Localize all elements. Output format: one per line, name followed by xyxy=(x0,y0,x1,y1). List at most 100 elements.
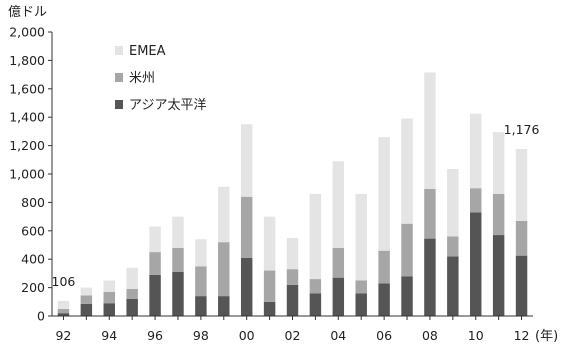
bar-segment xyxy=(149,226,161,253)
data-label: 1,176 xyxy=(504,122,540,137)
y-tick-label: 1,600 xyxy=(9,81,45,96)
bar-segment xyxy=(80,295,93,304)
bar-segment xyxy=(126,267,138,290)
legend-label: アジア太平洋 xyxy=(129,98,206,113)
y-tick-label: 1,400 xyxy=(9,110,45,125)
bars xyxy=(57,72,528,316)
data-label: 106 xyxy=(52,274,76,289)
bar-segment xyxy=(447,169,459,237)
bar-segment xyxy=(103,280,115,292)
bar-segment xyxy=(80,303,93,316)
bar-segment xyxy=(424,238,436,316)
y-tick-label: 1,200 xyxy=(9,138,45,153)
legend-label: EMEA xyxy=(129,44,166,59)
bar-segment xyxy=(240,124,253,197)
bar-segment xyxy=(172,271,184,316)
bar-segment xyxy=(515,149,528,221)
bar-segment xyxy=(470,188,482,213)
bar-segment xyxy=(263,301,276,316)
x-tick-labels: 92 94 96 98 00 02 04 06 08 10 12 xyxy=(55,316,530,343)
bar-segment xyxy=(355,193,367,281)
x-tick-label: 98 xyxy=(193,328,209,343)
bar-segment xyxy=(218,296,230,316)
x-tick-label: 12 xyxy=(514,328,530,343)
legend-swatch xyxy=(115,100,123,109)
bar-segment xyxy=(80,287,93,296)
bar-segment xyxy=(309,293,322,316)
bar-segment xyxy=(149,252,161,275)
y-tick-label: 1,000 xyxy=(9,167,45,182)
bar-segment xyxy=(57,300,70,309)
bar-segment xyxy=(355,293,367,316)
y-tick-label: 2,000 xyxy=(9,25,45,40)
y-tick-label: 800 xyxy=(21,195,45,210)
bar-segment xyxy=(126,298,138,316)
x-tick-label: 00 xyxy=(239,328,255,343)
bar-segment xyxy=(378,137,390,251)
y-tick-label: 600 xyxy=(21,223,45,238)
legend-swatch xyxy=(115,46,123,55)
bar-segment xyxy=(401,276,413,316)
bar-segment xyxy=(492,132,505,194)
bar-segment xyxy=(332,161,345,248)
x-tick-label: 04 xyxy=(330,328,346,343)
bar-segment xyxy=(218,242,230,297)
x-tick-label: 08 xyxy=(422,328,438,343)
bar-segment xyxy=(424,72,436,189)
y-tick-label: 400 xyxy=(21,252,45,267)
bar-segment xyxy=(149,274,161,316)
bar-segment xyxy=(470,212,482,316)
bar-segment xyxy=(492,193,505,236)
bar-segment xyxy=(195,296,207,316)
bar-segment xyxy=(172,216,184,248)
bar-segment xyxy=(286,237,299,270)
bar-segment xyxy=(195,266,207,297)
bar-segment xyxy=(332,247,345,278)
bar-segment xyxy=(286,269,299,285)
bar-segment xyxy=(378,283,390,316)
bar-segment xyxy=(126,289,138,299)
y-tick-label: 200 xyxy=(21,280,45,295)
x-tick-label: 96 xyxy=(147,328,163,343)
bar-segment xyxy=(195,239,207,267)
bar-segment xyxy=(172,247,184,272)
x-tick-label: 10 xyxy=(468,328,484,343)
bar-segment xyxy=(309,193,322,280)
bar-segment xyxy=(286,284,299,316)
legend-swatch xyxy=(115,73,123,82)
bar-segment xyxy=(240,257,253,316)
bar-segment xyxy=(470,113,482,189)
x-tick-label: 94 xyxy=(101,328,117,343)
bar-segment xyxy=(103,303,115,316)
x-tick-label: 92 xyxy=(55,328,71,343)
bar-segment xyxy=(447,236,459,257)
y-tick-label: 1,800 xyxy=(9,53,45,68)
y-axis-unit-label: 億ドル xyxy=(8,4,47,20)
bar-segment xyxy=(447,256,459,316)
bar-segment xyxy=(401,118,413,224)
bar-segment xyxy=(240,196,253,258)
x-tick-label: 06 xyxy=(376,328,392,343)
bar-segment xyxy=(515,255,528,316)
bar-segment xyxy=(218,186,230,243)
bar-segment xyxy=(401,223,413,277)
bar-segment xyxy=(515,220,528,256)
bar-segment xyxy=(57,308,70,314)
legend-label: 米州 xyxy=(129,71,155,86)
bar-segment xyxy=(355,280,367,294)
bar-segment xyxy=(263,216,276,271)
x-axis-unit-label: (年) xyxy=(535,329,558,344)
bar-segment xyxy=(378,250,390,284)
bar-segment xyxy=(424,188,436,239)
x-tick-label: 02 xyxy=(285,328,301,343)
y-tick-label: 0 xyxy=(37,309,45,324)
y-tick-labels: 0 200 400 600 800 1,000 1,200 1,400 1,600 1,800 2,… xyxy=(9,25,52,324)
bar-segment xyxy=(57,313,70,316)
bar-segment xyxy=(309,279,322,294)
bar-segment xyxy=(103,291,115,304)
bar-segment xyxy=(492,235,505,316)
bar-segment xyxy=(263,270,276,302)
bar-segment xyxy=(332,277,345,316)
